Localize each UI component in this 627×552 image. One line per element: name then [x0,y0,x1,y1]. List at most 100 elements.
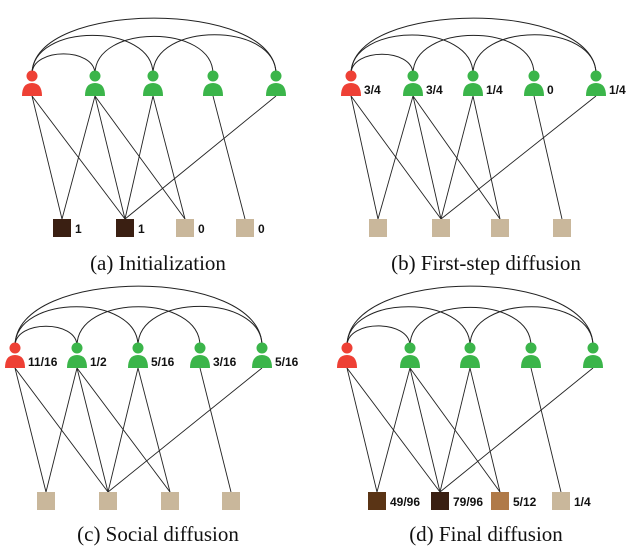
user-body [5,355,25,368]
user-score-label: 11/16 [28,355,58,369]
user-item-link [440,95,474,220]
item-score-label: 1/4 [574,495,591,509]
item-square [368,492,386,510]
item-square [53,219,71,237]
user-item-link [439,367,471,493]
user-head [525,342,537,354]
user-score-label: 3/16 [213,355,237,369]
user-head [26,70,38,82]
item-square [369,219,387,237]
user-icon [521,342,541,368]
user-body [252,355,272,368]
social-link [472,34,597,75]
user-head [407,70,419,82]
user-body [67,355,87,368]
user-icon [22,70,42,96]
user-item-link [14,367,47,493]
user-item-link [94,95,186,220]
item-score-label: 79/96 [453,495,483,509]
user-item-link [409,367,441,493]
item-score-label: 5/12 [513,495,537,509]
user-item-link [137,367,171,493]
user-item-link [530,367,562,493]
user-score-label: 3/4 [364,83,381,97]
user-item-link [440,95,597,220]
user-item-link [346,367,378,493]
caption-a: (a) Initialization [90,251,226,275]
user-item-link [439,367,594,493]
user-body [203,83,223,96]
item-score-label: 49/96 [390,495,420,509]
user-item-link [31,95,63,220]
user-head [528,70,540,82]
user-item-link [45,367,78,493]
user-head [270,70,282,82]
user-score-label: 3/4 [426,83,443,97]
panel-b: 3/4 3/4 1/4 0 1/4 [341,17,626,237]
user-icon [463,70,483,96]
user-body [85,83,105,96]
item-square [176,219,194,237]
user-icon [203,70,223,96]
panel-c: 11/16 1/2 5/16 3/16 5/16 [5,285,299,510]
social-link [14,285,263,347]
user-item-link [350,95,442,220]
user-icon [460,342,480,368]
social-link [350,34,474,75]
social-link [346,325,411,347]
user-head [464,342,476,354]
user-head [341,342,353,354]
user-body [460,355,480,368]
user-body [341,83,361,96]
user-body [521,355,541,368]
item-square [222,492,240,510]
social-link [412,35,535,75]
item-square [236,219,254,237]
social-link [346,285,594,347]
user-item-link [469,367,501,493]
user-body [128,355,148,368]
user-item-link [107,367,263,493]
panel-d: 49/96 79/96 5/12 1/4 [337,285,603,510]
social-link [14,306,139,347]
item-score-label: 0 [198,222,205,236]
item-square [161,492,179,510]
user-item-link [376,367,411,493]
user-icon [337,342,357,368]
user-score-label: 0 [547,83,554,97]
social-link [31,53,96,75]
social-link [94,36,214,75]
item-square [491,219,509,237]
item-square [99,492,117,510]
item-square [491,492,509,510]
user-body [463,83,483,96]
user-item-link [350,95,379,220]
item-square [116,219,134,237]
social-link [137,305,263,347]
user-icon [5,342,25,368]
user-score-label: 5/16 [275,355,299,369]
user-icon [586,70,606,96]
item-score-label: 1 [138,222,145,236]
user-icon [341,70,361,96]
user-head [590,70,602,82]
user-head [467,70,479,82]
user-head [71,342,83,354]
user-icon [524,70,544,96]
user-item-link [76,367,171,493]
user-head [89,70,101,82]
user-score-label: 1/4 [609,83,626,97]
user-icon [190,342,210,368]
user-icon [266,70,286,96]
user-icon [85,70,105,96]
user-icon [403,70,423,96]
user-item-link [412,95,442,220]
user-icon [128,342,148,368]
user-body [337,355,357,368]
user-score-label: 1/2 [90,355,107,369]
user-score-label: 1/4 [486,83,503,97]
user-head [194,342,206,354]
social-link [409,307,532,347]
user-body [266,83,286,96]
user-head [256,342,268,354]
